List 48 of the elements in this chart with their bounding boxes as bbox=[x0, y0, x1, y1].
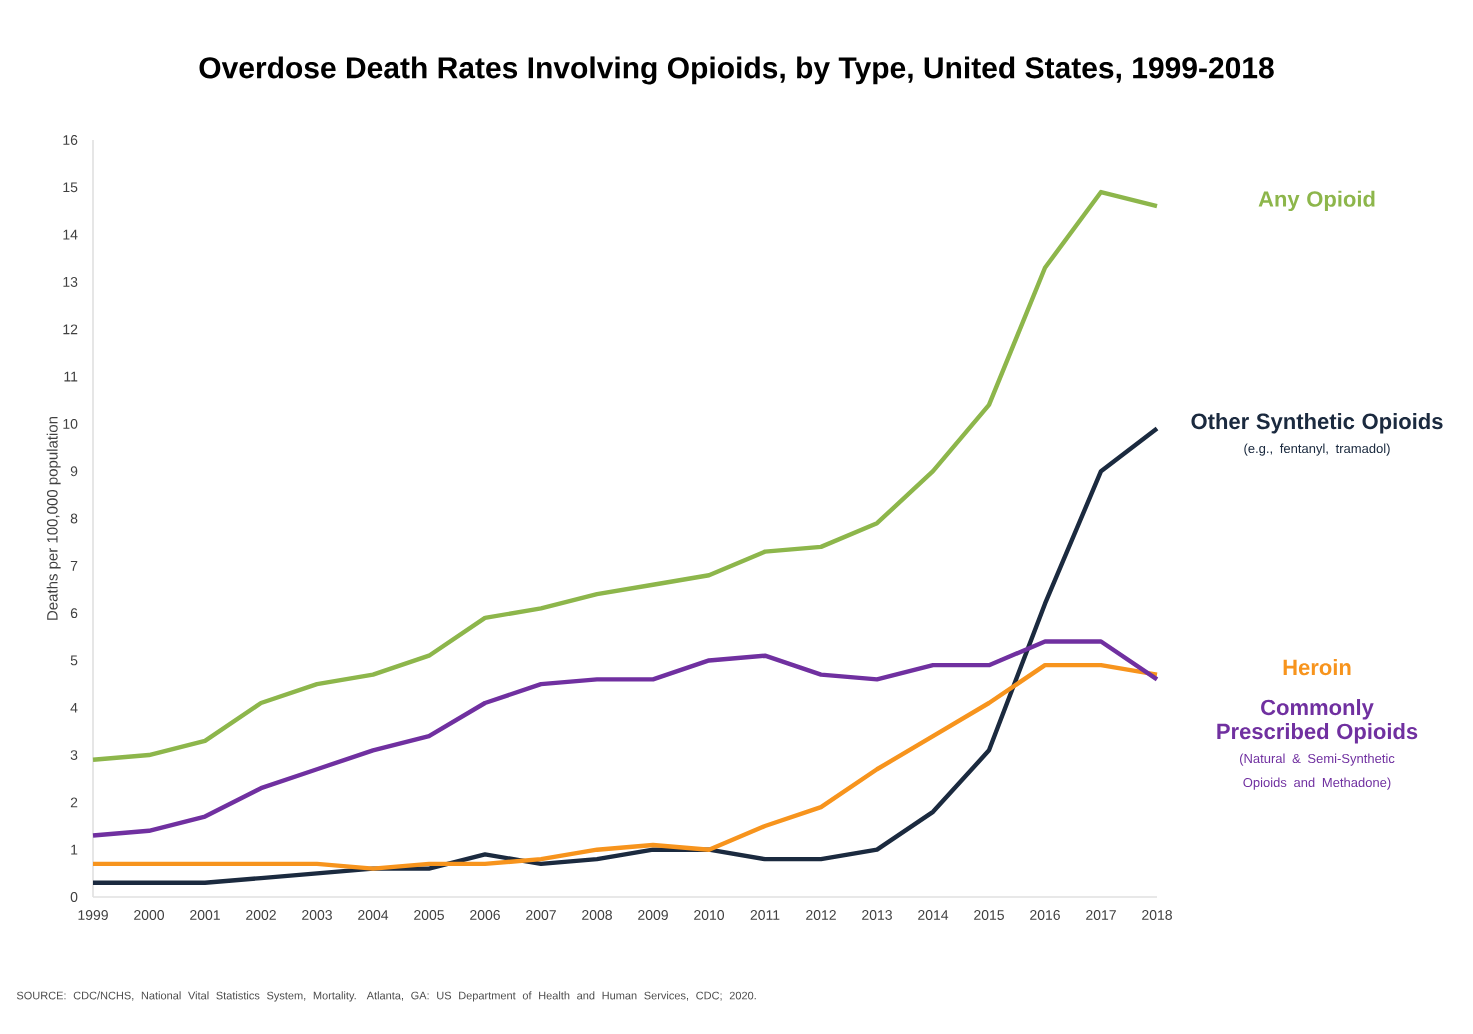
y-tick-label: 16 bbox=[63, 135, 78, 145]
y-tick-label: 5 bbox=[70, 655, 78, 666]
y-tick-label: 12 bbox=[63, 324, 78, 335]
x-tick-label: 2001 bbox=[190, 910, 220, 920]
y-tick-label: 4 bbox=[70, 702, 78, 713]
y-tick-label: 3 bbox=[70, 750, 78, 761]
x-tick-label: 2015 bbox=[974, 910, 1004, 920]
y-tick-label: 8 bbox=[70, 513, 78, 524]
source-note: SOURCE: CDC/NCHS, National Vital Statistics System, Mortality. Atlanta, GA: US Department of Health and Human Services, CDC; 2020. bbox=[16, 991, 756, 1002]
x-tick-label: 2014 bbox=[918, 910, 949, 920]
x-tick-label: 2017 bbox=[1086, 910, 1116, 920]
y-tick-label: 1 bbox=[71, 844, 78, 855]
text: (e.g., fentanyl, tramadol) bbox=[1244, 443, 1390, 456]
x-tick-label: 2002 bbox=[246, 910, 276, 920]
y-tick-label: 7 bbox=[70, 561, 78, 571]
x-tick-label: 2010 bbox=[694, 910, 725, 920]
y-tick-label: 10 bbox=[63, 418, 78, 429]
x-tick-label: 2008 bbox=[582, 910, 612, 920]
y-tick-label: 9 bbox=[70, 466, 78, 477]
x-tick-label: 2009 bbox=[638, 910, 668, 920]
x-tick-label: 2018 bbox=[1142, 910, 1172, 920]
line-series bbox=[90, 639, 1160, 838]
x-tick-label: 1999 bbox=[78, 910, 108, 920]
text: Commonly Prescribed Opioids bbox=[1217, 699, 1418, 744]
x-tick-label: 2016 bbox=[1030, 910, 1060, 920]
x-tick-label: 2000 bbox=[134, 910, 165, 920]
text: (Natural & Semi-Synthetic Opioids and Methadone) bbox=[1240, 753, 1395, 790]
chart-title: Overdose Death Rates Involving Opioids, by Type, United States, 1999-2018 bbox=[199, 56, 1274, 85]
line-series bbox=[90, 189, 1160, 762]
y-axis-title: Deaths per 100,000 population bbox=[46, 416, 61, 620]
text: Any Opioid bbox=[1258, 190, 1375, 212]
x-tick-label: 2004 bbox=[358, 910, 389, 920]
x-tick-label: 2011 bbox=[750, 910, 780, 920]
text: Heroin bbox=[1283, 659, 1351, 676]
x-tick-label: 2007 bbox=[526, 910, 556, 920]
x-tick-label: 2006 bbox=[470, 910, 500, 920]
y-tick-label: 0 bbox=[70, 892, 78, 902]
x-tick-label: 2013 bbox=[862, 910, 892, 920]
y-tick-label: 11 bbox=[64, 371, 78, 382]
y-tick-label: 13 bbox=[63, 277, 78, 287]
y-tick-label: 14 bbox=[63, 229, 78, 240]
x-tick-label: 2012 bbox=[806, 910, 836, 920]
y-tick-label: 15 bbox=[63, 182, 78, 193]
series-label: Other Synthetic Opioids bbox=[1191, 413, 1443, 434]
x-tick-label: 2003 bbox=[302, 910, 332, 920]
y-tick-label: 6 bbox=[70, 608, 78, 619]
x-tick-label: 2005 bbox=[414, 910, 444, 920]
y-tick-label: 2 bbox=[70, 797, 78, 808]
